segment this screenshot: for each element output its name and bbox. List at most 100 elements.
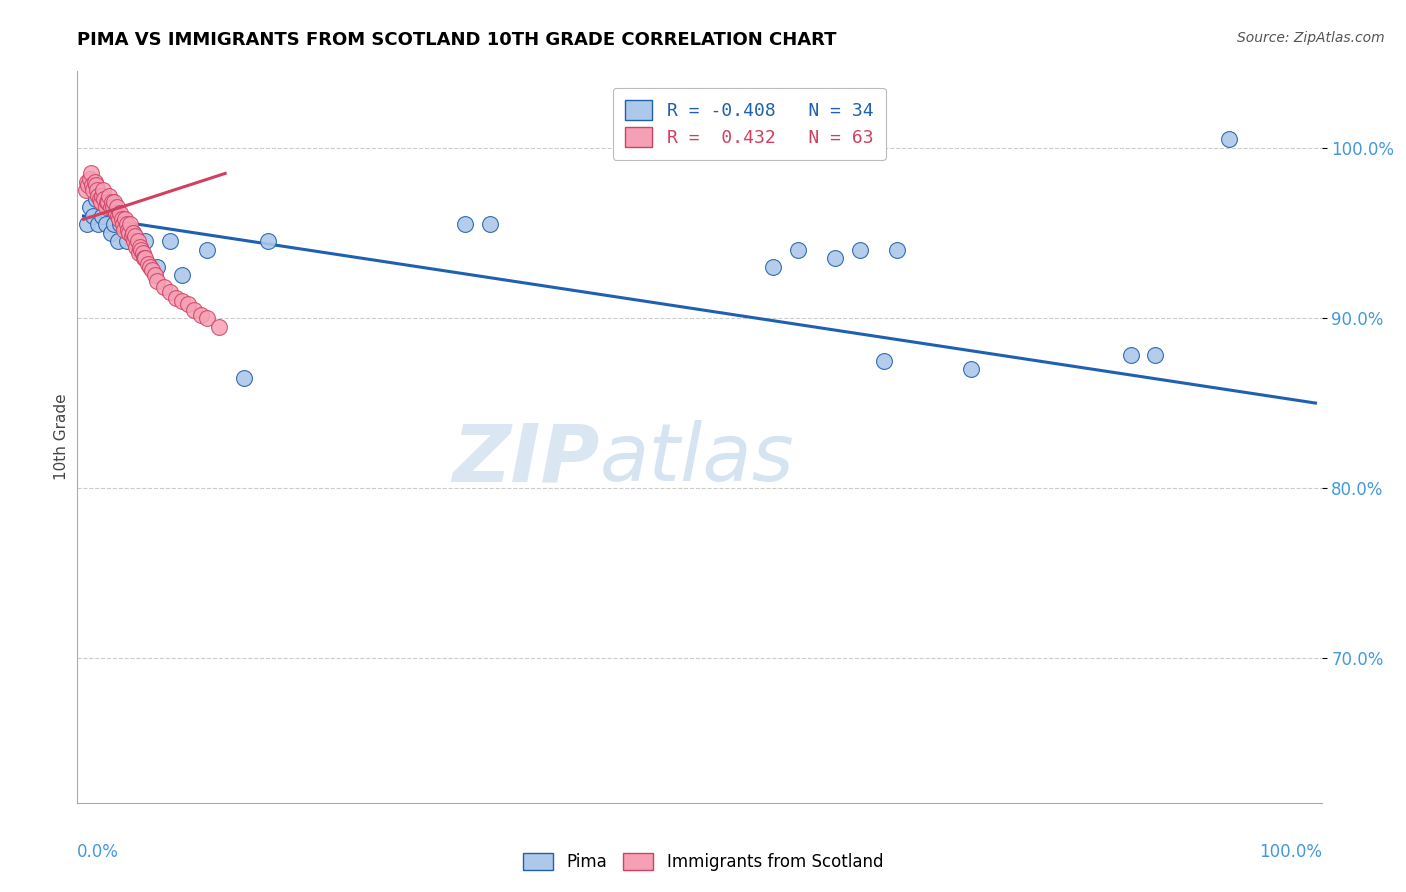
- Text: 0.0%: 0.0%: [77, 843, 120, 861]
- Text: atlas: atlas: [600, 420, 794, 498]
- Point: [110, 205, 132, 219]
- Point: [87, 218, 110, 232]
- Point: [82, 183, 104, 197]
- Point: [83, 175, 105, 189]
- Point: [132, 252, 155, 266]
- Point: [159, 235, 181, 249]
- Point: [208, 319, 231, 334]
- Point: [101, 201, 124, 215]
- Point: [762, 260, 785, 274]
- Point: [195, 243, 218, 257]
- Point: [82, 178, 104, 193]
- Point: [93, 192, 115, 206]
- Point: [121, 229, 143, 244]
- Point: [79, 201, 101, 215]
- Point: [134, 235, 156, 249]
- Point: [96, 195, 118, 210]
- Point: [90, 195, 112, 210]
- Point: [141, 263, 163, 277]
- Point: [143, 268, 166, 283]
- Point: [190, 308, 212, 322]
- Point: [159, 285, 181, 300]
- Point: [86, 183, 108, 197]
- Point: [107, 235, 129, 249]
- Point: [111, 218, 134, 232]
- Point: [115, 218, 138, 232]
- Point: [134, 252, 156, 266]
- Point: [103, 218, 125, 232]
- Y-axis label: 10th Grade: 10th Grade: [53, 393, 69, 481]
- Point: [1144, 348, 1167, 362]
- Text: 100.0%: 100.0%: [1258, 843, 1322, 861]
- Point: [110, 218, 132, 232]
- Point: [195, 311, 218, 326]
- Point: [848, 243, 870, 257]
- Point: [94, 201, 117, 215]
- Point: [121, 226, 143, 240]
- Point: [75, 183, 97, 197]
- Point: [131, 243, 153, 257]
- Point: [82, 209, 104, 223]
- Point: [136, 256, 159, 270]
- Point: [170, 268, 193, 283]
- Point: [479, 218, 502, 232]
- Point: [1119, 348, 1142, 362]
- Point: [84, 192, 107, 206]
- Point: [80, 166, 103, 180]
- Legend: Pima, Immigrants from Scotland: Pima, Immigrants from Scotland: [515, 845, 891, 880]
- Point: [77, 178, 100, 193]
- Text: Source: ZipAtlas.com: Source: ZipAtlas.com: [1237, 31, 1385, 45]
- Point: [100, 201, 122, 215]
- Point: [89, 192, 111, 206]
- Point: [1218, 132, 1240, 146]
- Legend: R = -0.408   N = 34, R =  0.432   N = 63: R = -0.408 N = 34, R = 0.432 N = 63: [613, 87, 886, 160]
- Point: [131, 246, 153, 260]
- Point: [152, 280, 174, 294]
- Point: [128, 246, 150, 260]
- Point: [120, 218, 142, 232]
- Point: [87, 188, 110, 202]
- Point: [122, 235, 145, 249]
- Point: [125, 239, 148, 253]
- Point: [112, 222, 135, 236]
- Point: [101, 195, 124, 210]
- Point: [103, 195, 125, 210]
- Point: [177, 297, 200, 311]
- Point: [257, 235, 280, 249]
- Point: [84, 178, 107, 193]
- Point: [886, 243, 908, 257]
- Point: [165, 291, 187, 305]
- Point: [117, 222, 139, 236]
- Point: [107, 209, 129, 223]
- Point: [111, 212, 134, 227]
- Point: [127, 235, 149, 249]
- Point: [121, 226, 143, 240]
- Point: [76, 175, 98, 189]
- Point: [105, 201, 128, 215]
- Point: [873, 353, 896, 368]
- Point: [454, 218, 477, 232]
- Point: [824, 252, 846, 266]
- Point: [170, 293, 193, 308]
- Point: [104, 205, 127, 219]
- Point: [146, 260, 169, 274]
- Point: [139, 260, 162, 274]
- Point: [118, 226, 141, 240]
- Point: [128, 243, 150, 257]
- Text: PIMA VS IMMIGRANTS FROM SCOTLAND 10TH GRADE CORRELATION CHART: PIMA VS IMMIGRANTS FROM SCOTLAND 10TH GR…: [77, 31, 837, 49]
- Point: [100, 226, 122, 240]
- Point: [114, 212, 136, 227]
- Point: [146, 274, 169, 288]
- Point: [183, 302, 205, 317]
- Point: [232, 370, 254, 384]
- Text: ZIP: ZIP: [453, 420, 600, 498]
- Point: [79, 171, 101, 186]
- Point: [91, 188, 114, 202]
- Point: [124, 229, 146, 244]
- Point: [94, 218, 117, 232]
- Point: [787, 243, 810, 257]
- Point: [129, 239, 152, 253]
- Point: [91, 209, 114, 223]
- Point: [115, 235, 138, 249]
- Point: [91, 183, 114, 197]
